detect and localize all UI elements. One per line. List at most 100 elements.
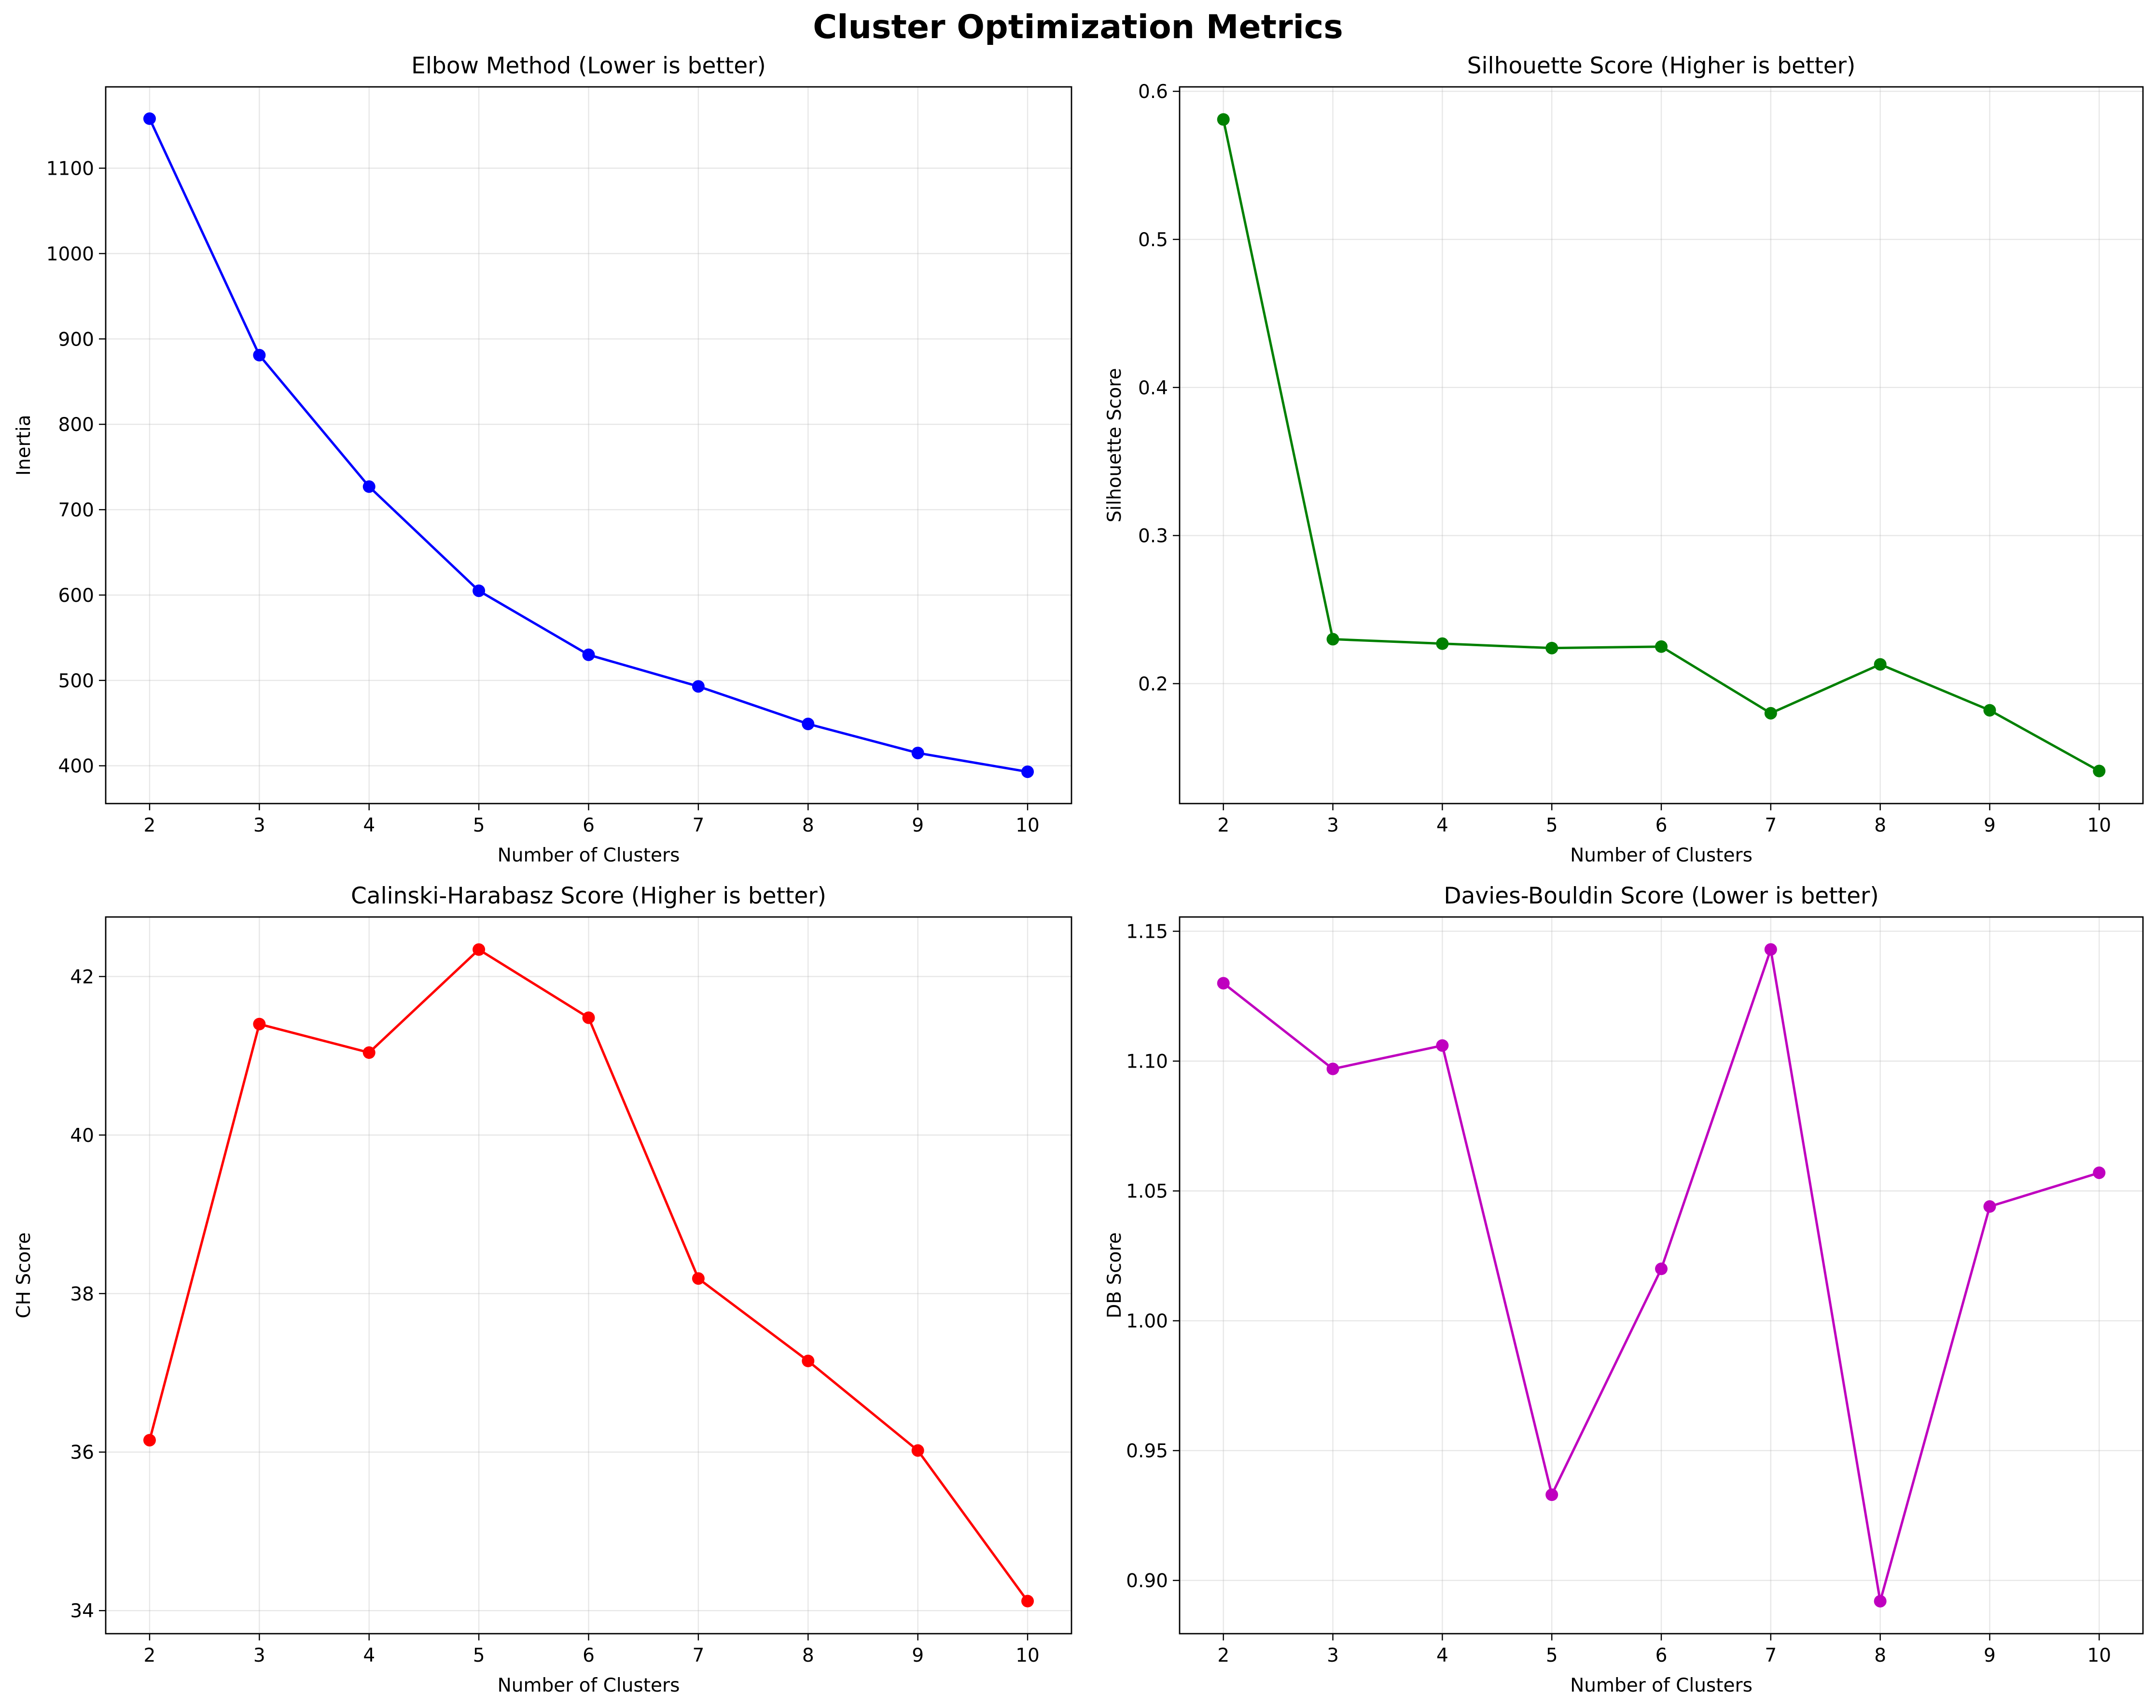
- y-tick-label: 1000: [46, 243, 94, 265]
- y-tick-label: 500: [58, 670, 94, 692]
- y-tick-label: 400: [58, 756, 94, 778]
- x-tick-label: 10: [2087, 815, 2111, 836]
- y-axis-label: DB Score: [1104, 1232, 1126, 1318]
- x-tick-label: 8: [1874, 815, 1886, 836]
- x-tick-label: 3: [253, 815, 265, 836]
- data-point: [1436, 637, 1449, 650]
- x-tick-label: 7: [1765, 815, 1777, 836]
- data-point: [143, 1434, 156, 1447]
- axes-frame: [105, 916, 1072, 1635]
- y-tick-label: 0.2: [1138, 673, 1168, 695]
- x-tick-label: 5: [473, 1645, 485, 1666]
- x-tick-label: 3: [253, 1645, 265, 1666]
- x-tick-label: 2: [144, 815, 156, 836]
- axes-frame: [1179, 916, 2144, 1635]
- data-point: [582, 1011, 595, 1024]
- subplot-2: 2 3 4 5 6 7 8 9 10 0.2 0.3 0.4 0.5 0.6 Silhouette Scor…: [1104, 53, 2144, 866]
- x-axis-label: Number of Clusters: [498, 1675, 680, 1696]
- data-point: [692, 1272, 705, 1285]
- x-tick-label: 7: [692, 1645, 704, 1666]
- data-point: [2093, 764, 2106, 778]
- y-tick-label: 0.95: [1126, 1441, 1168, 1462]
- data-point: [1326, 633, 1339, 646]
- y-tick-label: 0.3: [1138, 526, 1168, 547]
- data-point: [1655, 1263, 1668, 1276]
- data-point: [1217, 113, 1230, 126]
- x-tick-label: 2: [144, 1645, 156, 1666]
- data-point: [1764, 707, 1777, 720]
- x-tick-label: 6: [583, 1645, 595, 1666]
- y-tick-label: 600: [58, 585, 94, 607]
- data-point: [1021, 1595, 1034, 1608]
- data-point: [1983, 1200, 1996, 1213]
- y-tick-label: 0.6: [1138, 81, 1168, 103]
- data-point: [473, 584, 486, 597]
- x-axis-label: Number of Clusters: [1570, 1675, 1753, 1696]
- x-tick-label: 7: [692, 815, 704, 836]
- data-point: [802, 718, 815, 731]
- y-axis-label: Silhouette Score: [1104, 368, 1126, 523]
- subplot-title: Davies-Bouldin Score (Lower is better): [1444, 883, 1878, 909]
- data-point: [362, 480, 376, 493]
- data-point: [1021, 765, 1034, 778]
- data-point: [2093, 1166, 2106, 1179]
- data-point: [1545, 641, 1558, 654]
- x-tick-label: 5: [1546, 1645, 1558, 1666]
- data-point: [692, 680, 705, 693]
- x-tick-label: 3: [1327, 815, 1339, 836]
- x-tick-label: 10: [1015, 1645, 1040, 1666]
- data-point: [911, 747, 924, 760]
- x-tick-label: 5: [1546, 815, 1558, 836]
- subplot-4: 2 3 4 5 6 7 8 9 10 0.90 0.95 1.00 1.05 1.10 1.15 Davies…: [1104, 883, 2144, 1696]
- x-tick-label: 3: [1327, 1645, 1339, 1666]
- figure-title: Cluster Optimization Metrics: [813, 8, 1343, 46]
- subplot-title: Calinski-Harabasz Score (Higher is bette…: [351, 883, 826, 909]
- data-point: [1764, 943, 1777, 956]
- y-tick-label: 800: [58, 414, 94, 436]
- data-point: [911, 1444, 924, 1457]
- y-tick-label: 42: [70, 966, 94, 988]
- x-tick-label: 8: [802, 815, 814, 836]
- x-tick-label: 6: [1655, 1645, 1668, 1666]
- x-tick-label: 4: [1436, 815, 1448, 836]
- x-tick-label: 9: [912, 815, 924, 836]
- x-tick-label: 5: [473, 815, 485, 836]
- x-tick-label: 2: [1217, 1645, 1229, 1666]
- y-tick-label: 36: [70, 1442, 94, 1464]
- y-tick-label: 34: [70, 1600, 94, 1622]
- subplot-title: Elbow Method (Lower is better): [411, 53, 766, 79]
- y-tick-label: 1.10: [1126, 1051, 1168, 1073]
- data-point: [362, 1046, 376, 1059]
- x-tick-label: 6: [583, 815, 595, 836]
- data-point: [1326, 1062, 1339, 1075]
- x-axis-label: Number of Clusters: [498, 845, 680, 866]
- data-point: [802, 1354, 815, 1367]
- data-point: [253, 1017, 266, 1030]
- y-tick-label: 1100: [46, 158, 94, 180]
- subplot-1: 2 3 4 5 6 7 8 9 10 400 500 600 700 800 900 1000 1100 Elbo…: [13, 53, 1072, 866]
- y-axis-label: CH Score: [13, 1232, 35, 1318]
- data-point: [473, 943, 486, 956]
- x-tick-label: 10: [1015, 815, 1040, 836]
- data-point: [582, 648, 595, 661]
- x-tick-label: 9: [1984, 815, 1996, 836]
- data-point: [1874, 658, 1887, 671]
- x-tick-label: 8: [1874, 1645, 1886, 1666]
- y-tick-label: 1.05: [1126, 1181, 1168, 1203]
- data-point: [1983, 704, 1996, 717]
- axes-frame: [105, 86, 1072, 805]
- data-point: [1436, 1039, 1449, 1052]
- data-point: [1655, 640, 1668, 653]
- data-point: [143, 112, 156, 125]
- x-tick-label: 2: [1217, 815, 1229, 836]
- data-point: [1217, 977, 1230, 990]
- x-tick-label: 9: [1984, 1645, 1996, 1666]
- y-tick-label: 1.15: [1126, 921, 1168, 943]
- x-tick-label: 9: [912, 1645, 924, 1666]
- y-axis-label: Inertia: [13, 415, 35, 475]
- x-tick-label: 4: [1436, 1645, 1448, 1666]
- data-point: [253, 348, 266, 361]
